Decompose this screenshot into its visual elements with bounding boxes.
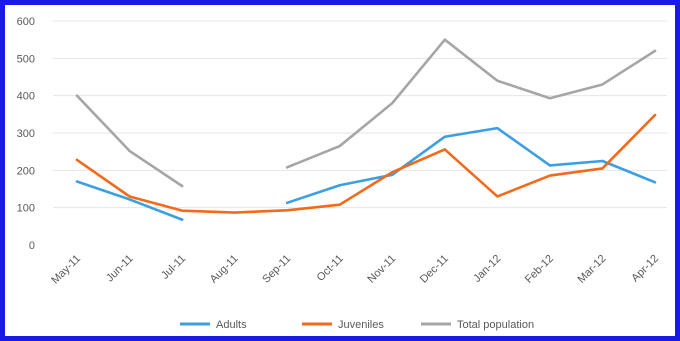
y-tick-label: 200 (17, 165, 35, 177)
x-tick-label: Jul-11 (159, 253, 188, 282)
y-axis-tick-labels: 0 100 200 300 400 500 600 (17, 16, 35, 252)
x-tick-label: Apr-12 (629, 253, 661, 285)
x-tick-label: May-11 (49, 253, 83, 287)
series-juveniles (75, 113, 657, 214)
x-tick-label: Mar-12 (575, 253, 608, 286)
x-tick-label: Feb-12 (523, 253, 556, 286)
series-line-segment (75, 113, 657, 214)
line-chart: 0 100 200 300 400 500 600 May-11 Jun-11 Jul-11 Au… (17, 16, 667, 331)
y-tick-label: 0 (29, 240, 35, 252)
series-line-segment (285, 126, 657, 205)
x-tick-label: Jun-11 (104, 253, 136, 285)
series-total-population (75, 38, 657, 188)
legend-label: Adults (216, 319, 247, 331)
y-tick-label: 600 (17, 16, 35, 28)
legend-label: Juveniles (338, 319, 384, 331)
y-tick-label: 500 (17, 53, 35, 65)
x-tick-label: Jan-12 (471, 253, 503, 285)
x-tick-label: Aug-11 (208, 253, 241, 286)
x-tick-label: Sep-11 (260, 253, 293, 286)
x-tick-label: Dec-11 (418, 253, 451, 286)
legend-item: Adults (180, 319, 247, 331)
series-adults (75, 126, 657, 221)
y-tick-label: 100 (17, 203, 35, 215)
legend-label: Total population (457, 319, 534, 331)
gridlines (53, 20, 667, 209)
legend-item: Total population (421, 319, 534, 331)
y-tick-label: 400 (17, 91, 35, 103)
series-line-segment (75, 94, 184, 188)
x-axis-tick-labels: May-11 Jun-11 Jul-11 Aug-11 Sep-11 Oct-11 Nov-… (49, 253, 661, 287)
x-tick-label: Nov-11 (365, 253, 398, 286)
legend-item: Juveniles (302, 319, 384, 331)
x-tick-label: Oct-11 (315, 253, 346, 284)
series-lines (75, 38, 657, 221)
legend: Adults Juveniles Total population (180, 319, 534, 331)
series-line-segment (75, 180, 184, 221)
y-tick-label: 300 (17, 128, 35, 140)
series-line-segment (285, 38, 657, 169)
